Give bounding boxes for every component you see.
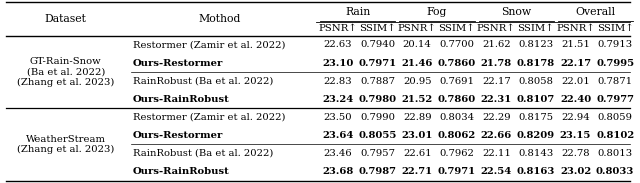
Text: 23.15: 23.15 (560, 131, 591, 140)
Text: SSIM↑: SSIM↑ (359, 25, 396, 33)
Text: 0.7940: 0.7940 (360, 40, 395, 49)
Text: 0.7860: 0.7860 (438, 95, 476, 104)
Text: SSIM↑: SSIM↑ (596, 25, 634, 33)
Text: 0.7987: 0.7987 (358, 167, 397, 176)
Text: Overall: Overall (575, 7, 616, 17)
Text: 22.63: 22.63 (324, 40, 352, 49)
Text: Mothod: Mothod (198, 14, 241, 24)
Text: Ours-Restormer: Ours-Restormer (133, 131, 223, 140)
Text: 0.7990: 0.7990 (360, 113, 395, 122)
Text: 22.78: 22.78 (561, 149, 590, 158)
Text: 0.7977: 0.7977 (596, 95, 634, 104)
Text: 20.95: 20.95 (403, 77, 431, 86)
Text: 23.50: 23.50 (324, 113, 352, 122)
Text: 0.8059: 0.8059 (598, 113, 632, 122)
Text: 22.66: 22.66 (481, 131, 512, 140)
Text: 22.17: 22.17 (482, 77, 511, 86)
Text: 0.7957: 0.7957 (360, 149, 395, 158)
Text: 21.62: 21.62 (482, 40, 511, 49)
Text: PSNR↑: PSNR↑ (477, 25, 516, 33)
Text: 22.54: 22.54 (481, 167, 512, 176)
Text: 0.8058: 0.8058 (518, 77, 554, 86)
Text: 0.8013: 0.8013 (598, 149, 633, 158)
Text: 23.10: 23.10 (323, 59, 354, 68)
Text: 22.01: 22.01 (561, 77, 590, 86)
Text: 0.8102: 0.8102 (596, 131, 634, 140)
Text: 22.29: 22.29 (482, 113, 511, 122)
Text: 22.89: 22.89 (403, 113, 431, 122)
Text: 0.8209: 0.8209 (517, 131, 555, 140)
Text: Ours-RainRobust: Ours-RainRobust (133, 167, 230, 176)
Text: 23.64: 23.64 (323, 131, 354, 140)
Text: 0.8143: 0.8143 (518, 149, 554, 158)
Text: 0.7971: 0.7971 (438, 167, 476, 176)
Text: 23.68: 23.68 (323, 167, 353, 176)
Text: 21.78: 21.78 (481, 59, 512, 68)
Text: WeatherStream
(Zhang et al. 2023): WeatherStream (Zhang et al. 2023) (17, 135, 115, 154)
Text: Fog: Fog (427, 7, 447, 17)
Text: 21.51: 21.51 (561, 40, 590, 49)
Text: 0.8123: 0.8123 (518, 40, 554, 49)
Text: 0.8034: 0.8034 (439, 113, 474, 122)
Text: PSNR↑: PSNR↑ (319, 25, 357, 33)
Text: RainRobust (Ba et al. 2022): RainRobust (Ba et al. 2022) (133, 149, 273, 158)
Text: 23.46: 23.46 (324, 149, 352, 158)
Text: 22.61: 22.61 (403, 149, 431, 158)
Text: SSIM↑: SSIM↑ (518, 25, 554, 33)
Text: 0.7962: 0.7962 (439, 149, 474, 158)
Text: 23.01: 23.01 (401, 131, 433, 140)
Text: 0.7971: 0.7971 (358, 59, 397, 68)
Text: PSNR↑: PSNR↑ (397, 25, 436, 33)
Text: 0.8163: 0.8163 (516, 167, 555, 176)
Text: Rain: Rain (345, 7, 371, 17)
Text: Snow: Snow (501, 7, 531, 17)
Text: Restormer (Zamir et al. 2022): Restormer (Zamir et al. 2022) (133, 113, 285, 122)
Text: 0.8033: 0.8033 (596, 167, 634, 176)
Text: 0.7995: 0.7995 (596, 59, 634, 68)
Text: 22.83: 22.83 (324, 77, 352, 86)
Text: 0.8107: 0.8107 (517, 95, 555, 104)
Text: 22.40: 22.40 (560, 95, 591, 104)
Text: RainRobust (Ba et al. 2022): RainRobust (Ba et al. 2022) (133, 77, 273, 86)
Text: PSNR↑: PSNR↑ (556, 25, 595, 33)
Text: Ours-Restormer: Ours-Restormer (133, 59, 223, 68)
Text: 21.52: 21.52 (401, 95, 433, 104)
Text: 0.8055: 0.8055 (358, 131, 397, 140)
Text: 0.7980: 0.7980 (358, 95, 397, 104)
Text: 23.24: 23.24 (323, 95, 353, 104)
Text: 0.8178: 0.8178 (517, 59, 555, 68)
Text: 0.7913: 0.7913 (598, 40, 633, 49)
Text: 0.7700: 0.7700 (439, 40, 474, 49)
Text: Ours-RainRobust: Ours-RainRobust (133, 95, 230, 104)
Text: 0.7691: 0.7691 (439, 77, 474, 86)
Text: 22.94: 22.94 (561, 113, 590, 122)
Text: 0.7871: 0.7871 (598, 77, 633, 86)
Text: GT-Rain-Snow
(Ba et al. 2022)
(Zhang et al. 2023): GT-Rain-Snow (Ba et al. 2022) (Zhang et … (17, 57, 115, 87)
Text: 22.17: 22.17 (560, 59, 591, 68)
Text: 22.71: 22.71 (401, 167, 433, 176)
Text: 23.02: 23.02 (560, 167, 591, 176)
Text: 0.7887: 0.7887 (360, 77, 395, 86)
Text: 22.31: 22.31 (481, 95, 512, 104)
Text: 0.8175: 0.8175 (518, 113, 554, 122)
Text: SSIM↑: SSIM↑ (438, 25, 475, 33)
Text: Restormer (Zamir et al. 2022): Restormer (Zamir et al. 2022) (133, 40, 285, 49)
Text: 22.11: 22.11 (482, 149, 511, 158)
Text: 0.7860: 0.7860 (438, 59, 476, 68)
Text: Dataset: Dataset (45, 14, 86, 24)
Text: 21.46: 21.46 (401, 59, 433, 68)
Text: 20.14: 20.14 (403, 40, 431, 49)
Text: 0.8062: 0.8062 (438, 131, 476, 140)
